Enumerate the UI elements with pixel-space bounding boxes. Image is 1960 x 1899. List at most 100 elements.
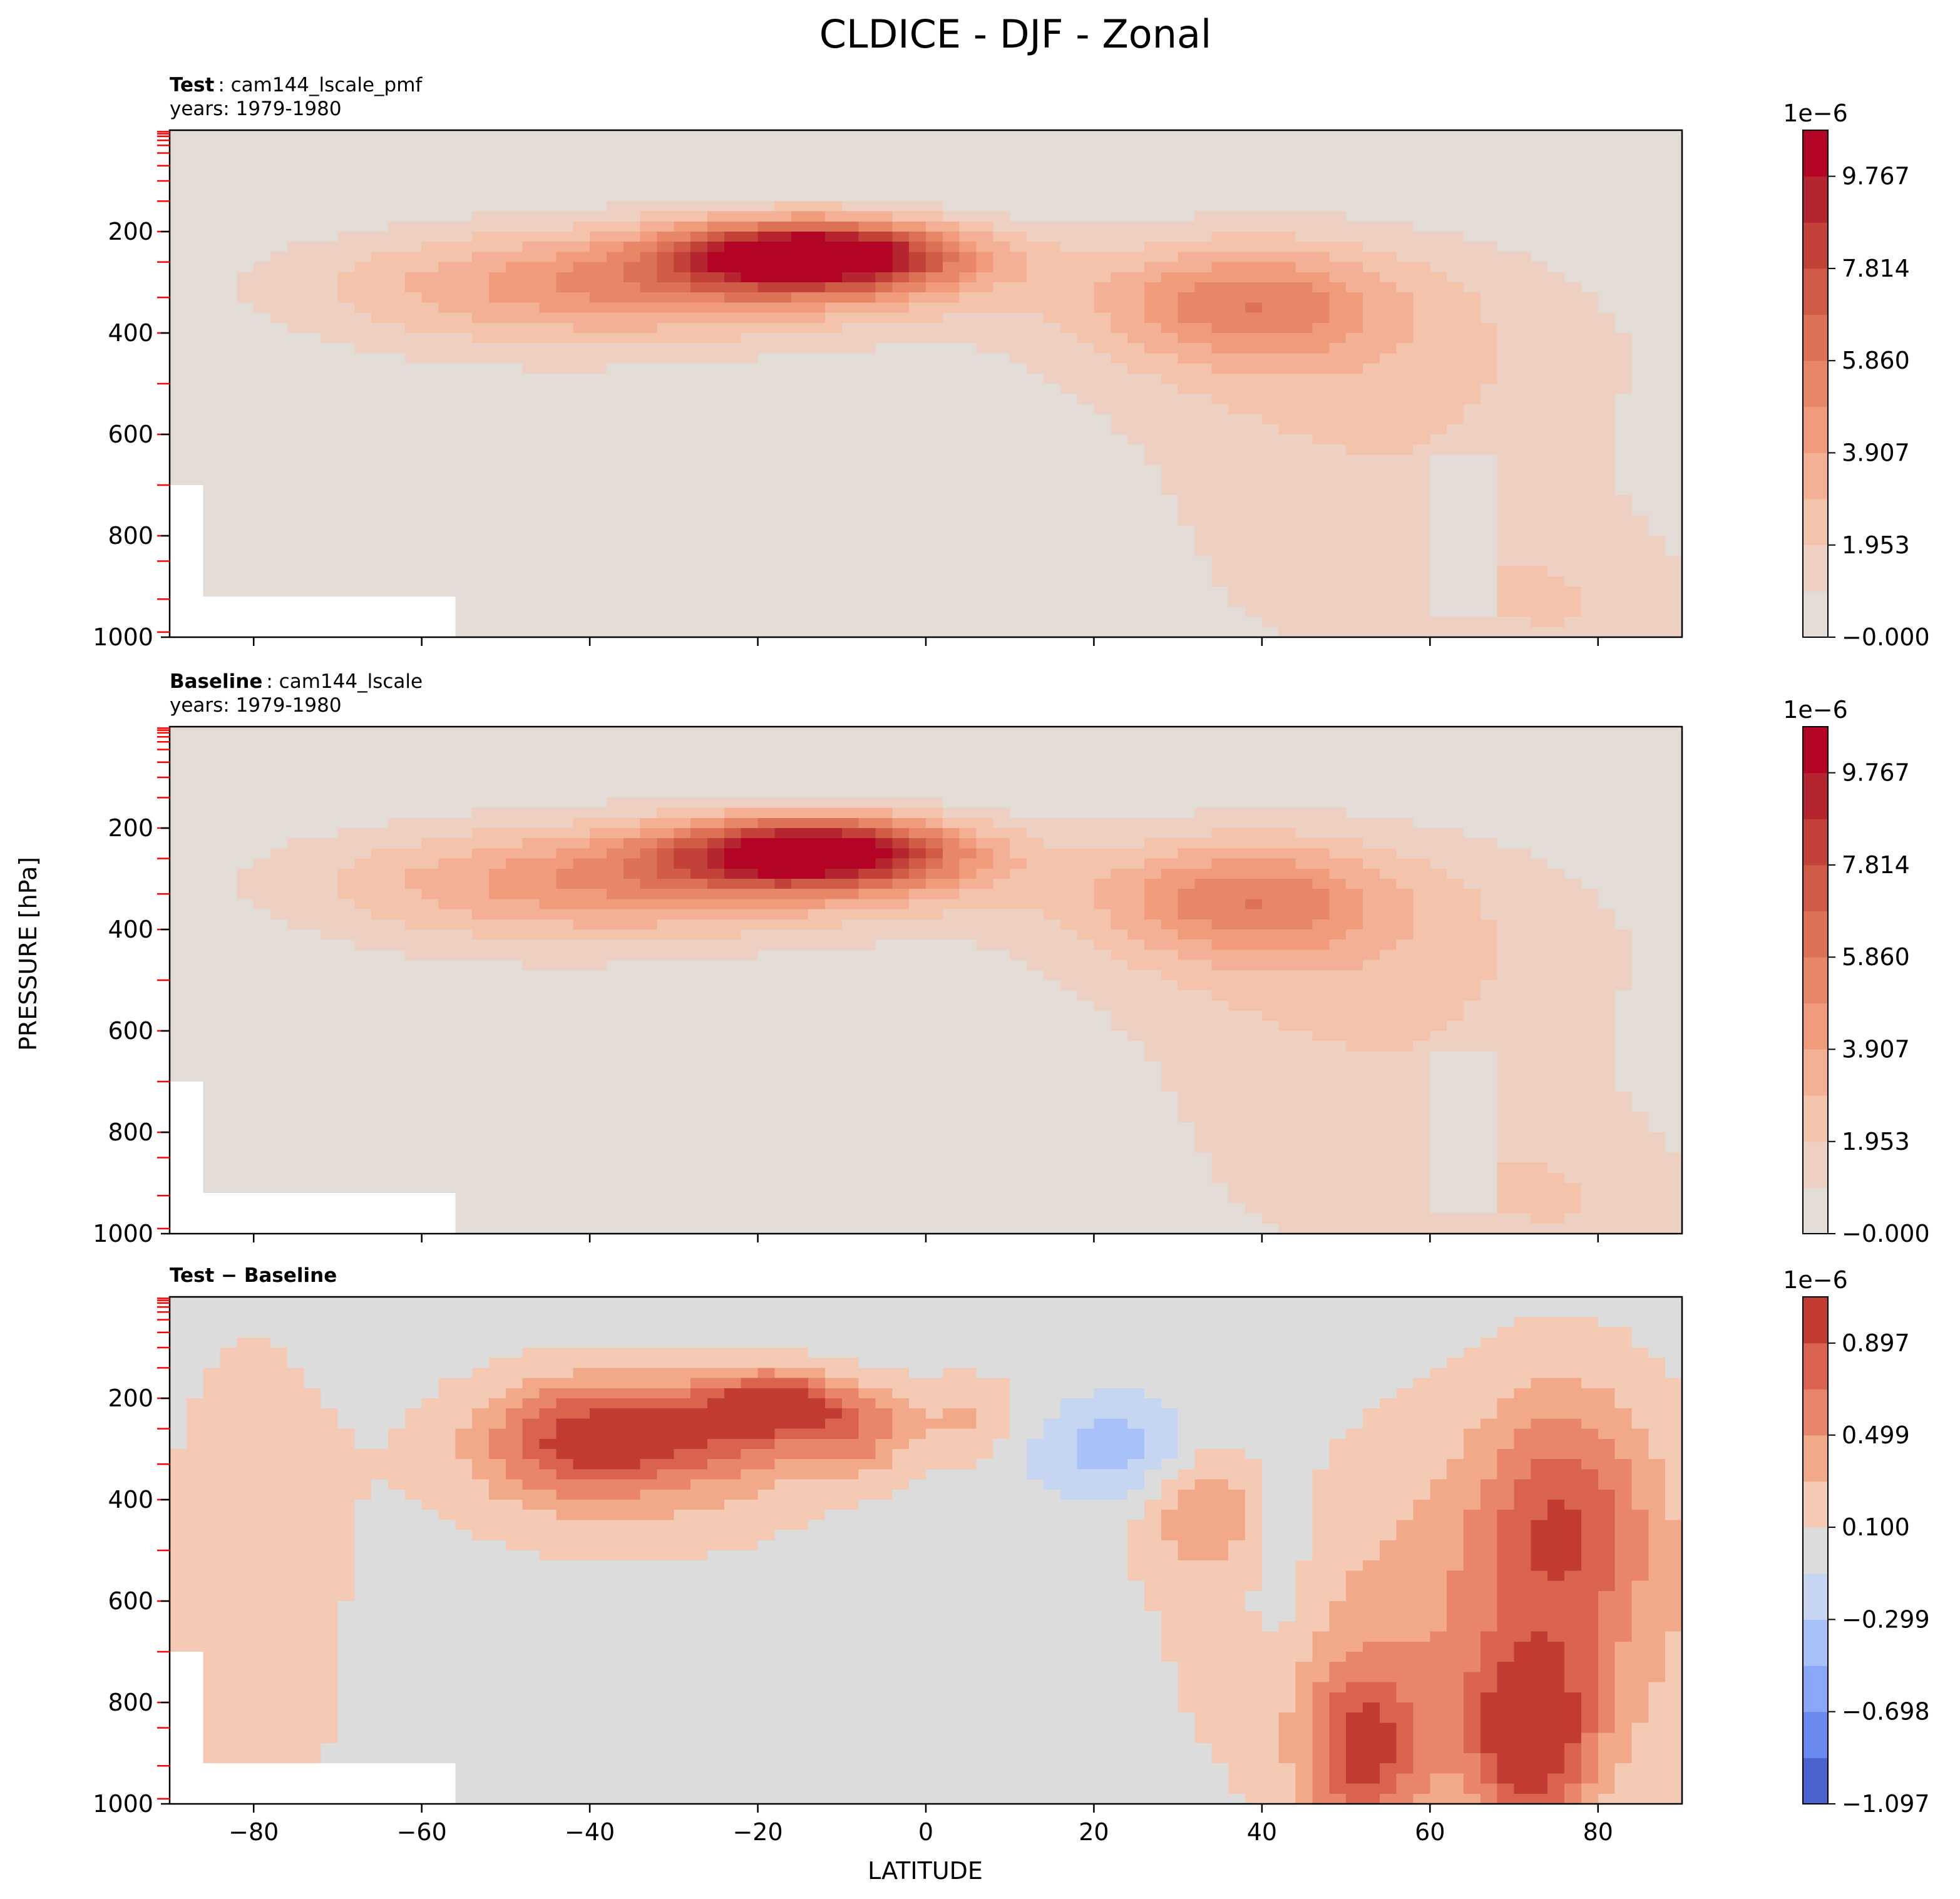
heatmap-cell xyxy=(1564,404,1581,414)
heatmap-cell xyxy=(724,485,741,496)
heatmap-cell xyxy=(640,130,657,141)
heatmap-cell xyxy=(220,353,237,364)
heatmap-cell xyxy=(640,292,657,303)
heatmap-cell xyxy=(1514,272,1531,283)
heatmap-cell xyxy=(287,424,304,435)
heatmap-cell xyxy=(439,140,456,151)
heatmap-cell xyxy=(741,262,758,273)
heatmap-cell xyxy=(1178,232,1195,242)
heatmap-cell xyxy=(825,475,842,486)
heatmap-cell xyxy=(523,130,540,141)
heatmap-cell xyxy=(1111,262,1127,273)
heatmap-cell xyxy=(254,566,270,577)
heatmap-cell xyxy=(623,546,640,556)
heatmap-cell xyxy=(1363,434,1380,445)
heatmap-cell xyxy=(1397,627,1414,638)
heatmap-cell xyxy=(926,434,943,445)
heatmap-cell xyxy=(556,444,573,455)
heatmap-cell xyxy=(422,596,439,607)
heatmap-cell xyxy=(1346,181,1363,192)
heatmap-cell xyxy=(1296,212,1313,222)
heatmap-cell xyxy=(287,444,304,455)
heatmap-cell xyxy=(791,313,808,324)
heatmap-cell xyxy=(1077,262,1094,273)
heatmap-cell xyxy=(287,757,304,768)
heatmap-cell xyxy=(741,282,758,293)
heatmap-cell xyxy=(489,444,506,455)
heatmap-cell xyxy=(1598,414,1615,425)
heatmap-cell xyxy=(791,262,808,273)
heatmap-cell xyxy=(472,212,489,222)
heatmap-cell xyxy=(724,262,741,273)
heatmap-cell xyxy=(1631,181,1648,192)
heatmap-cell xyxy=(774,374,791,384)
heatmap-cell xyxy=(674,201,690,212)
heatmap-cell xyxy=(170,546,187,556)
heatmap-cell xyxy=(1397,252,1414,262)
heatmap-cell xyxy=(1581,150,1598,161)
heatmap-cell xyxy=(707,444,724,455)
heatmap-cell xyxy=(304,516,321,526)
heatmap-cell xyxy=(808,444,825,455)
heatmap-cell xyxy=(842,374,859,384)
heatmap-cell xyxy=(1010,424,1027,435)
heatmap-cell xyxy=(1161,212,1178,222)
heatmap-cell xyxy=(1581,222,1598,232)
heatmap-cell xyxy=(1497,181,1514,192)
heatmap-cell xyxy=(993,374,1010,384)
heatmap-cell xyxy=(203,777,220,788)
heatmap-cell xyxy=(825,302,842,313)
heatmap-cell xyxy=(657,475,674,486)
heatmap-cell xyxy=(741,526,758,536)
heatmap-cell xyxy=(1195,272,1212,283)
heatmap-cell xyxy=(540,566,557,577)
heatmap-cell xyxy=(321,130,338,141)
heatmap-cell xyxy=(1631,404,1648,414)
heatmap-cell xyxy=(674,343,690,354)
heatmap-cell xyxy=(1464,434,1480,445)
heatmap-cell xyxy=(623,212,640,222)
heatmap-cell xyxy=(1346,302,1363,313)
heatmap-cell xyxy=(1094,292,1111,303)
heatmap-cell xyxy=(1480,434,1497,445)
heatmap-cell xyxy=(1464,414,1480,425)
heatmap-cell xyxy=(1615,394,1632,404)
heatmap-cell xyxy=(808,343,825,354)
heatmap-cell xyxy=(1111,424,1127,435)
heatmap-cell xyxy=(1380,343,1397,354)
heatmap-cell xyxy=(1514,485,1531,496)
heatmap-cell xyxy=(758,526,775,536)
heatmap-cell xyxy=(1598,384,1615,394)
heatmap-cell xyxy=(237,1000,254,1011)
heatmap-cell xyxy=(1413,505,1430,516)
heatmap-cell xyxy=(926,465,943,476)
heatmap-cell xyxy=(439,454,456,465)
heatmap-cell xyxy=(1144,343,1161,354)
heatmap-cell xyxy=(825,516,842,526)
heatmap-cell xyxy=(237,454,254,465)
heatmap-cell xyxy=(1111,302,1127,313)
heatmap-cell xyxy=(758,353,775,364)
heatmap-cell xyxy=(1296,364,1313,374)
heatmap-cell xyxy=(1127,566,1144,577)
heatmap-cell xyxy=(1648,617,1665,628)
heatmap-cell xyxy=(1279,526,1296,536)
heatmap-cell xyxy=(1262,242,1279,252)
heatmap-cell xyxy=(926,566,943,577)
heatmap-cell xyxy=(909,272,926,283)
heatmap-cell xyxy=(523,212,540,222)
heatmap-cell xyxy=(220,1193,237,1204)
heatmap-cell xyxy=(287,1132,304,1143)
heatmap-cell xyxy=(1262,546,1279,556)
heatmap-cell xyxy=(1312,607,1329,617)
y-tick-label: 200 xyxy=(108,218,153,245)
heatmap-cell xyxy=(1010,617,1027,628)
heatmap-cell xyxy=(489,384,506,394)
heatmap-cell xyxy=(439,364,456,374)
heatmap-cell xyxy=(270,950,287,960)
heatmap-cell xyxy=(1413,566,1430,577)
heatmap-cell xyxy=(1010,150,1027,161)
heatmap-cell xyxy=(842,262,859,273)
heatmap-cell xyxy=(1497,161,1514,171)
heatmap-cell xyxy=(1564,374,1581,384)
